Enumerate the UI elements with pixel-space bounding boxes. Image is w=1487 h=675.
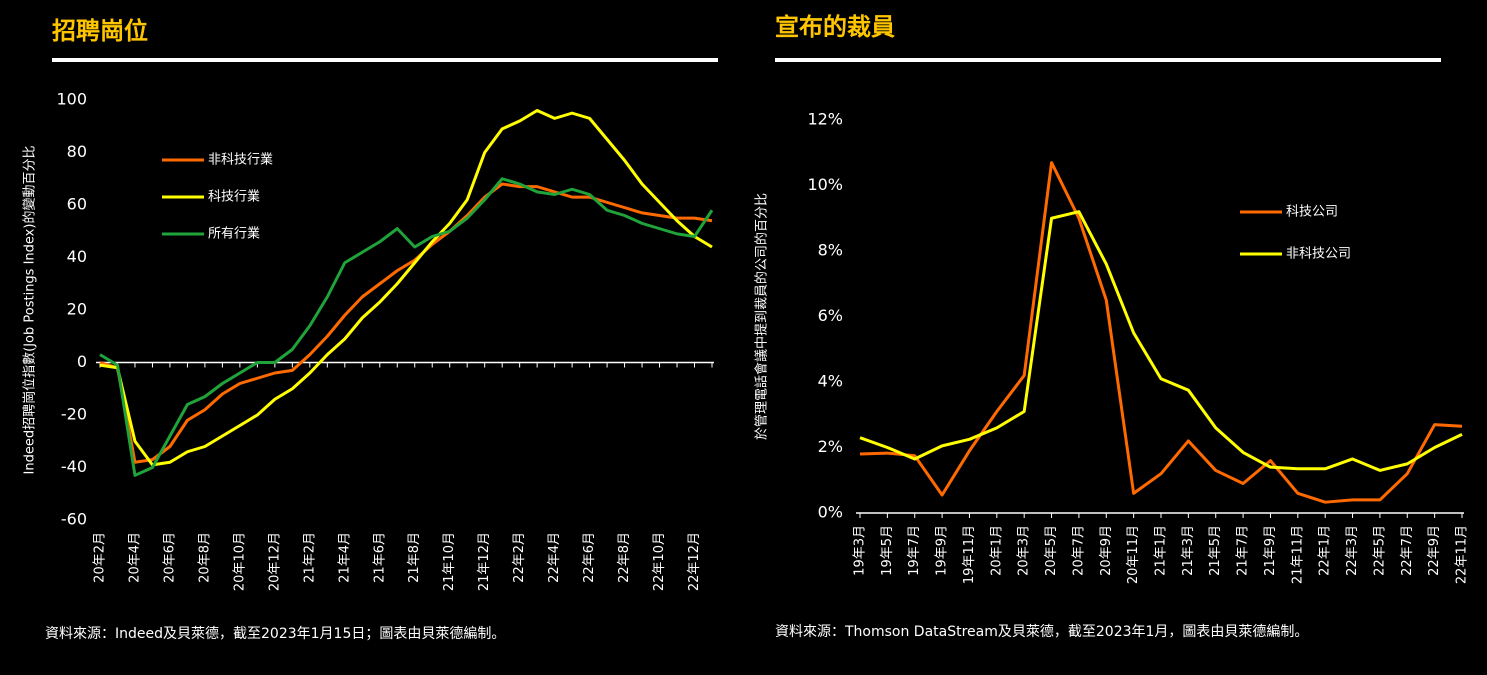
y-tick-label: 2% bbox=[818, 437, 843, 456]
x-tick-label: 21年11月 bbox=[1290, 525, 1305, 584]
x-tick-label: 22年6月 bbox=[582, 532, 597, 583]
y-tick-label: 0 bbox=[77, 352, 87, 371]
x-tick-label: 20年4月 bbox=[127, 532, 142, 583]
series-line bbox=[99, 182, 713, 464]
x-tick-label: 20年8月 bbox=[197, 532, 212, 583]
source-note: 資料來源：Thomson DataStream及貝萊德，截至2023年1月，圖表… bbox=[775, 624, 1308, 640]
y-tick-label: 6% bbox=[818, 306, 843, 325]
y-tick-label: 12% bbox=[807, 110, 843, 129]
legend-label: 非科技行業 bbox=[208, 152, 273, 168]
y-tick-label: 10% bbox=[807, 175, 843, 194]
x-tick-label: 21年4月 bbox=[337, 532, 352, 583]
y-tick-label: 60 bbox=[67, 195, 87, 214]
x-tick-label: 21年5月 bbox=[1208, 525, 1223, 576]
legend-label: 科技行業 bbox=[208, 189, 260, 205]
y-tick-label: 80 bbox=[67, 142, 87, 161]
x-tick-label: 22年9月 bbox=[1427, 525, 1442, 576]
y-tick-label: -40 bbox=[61, 457, 87, 476]
x-tick-label: 20年3月 bbox=[1017, 525, 1032, 576]
x-tick-label: 21年9月 bbox=[1263, 525, 1278, 576]
x-tick-label: 21年8月 bbox=[407, 532, 422, 583]
y-tick-label: -60 bbox=[61, 510, 87, 529]
series-line bbox=[859, 161, 1463, 504]
x-tick-label: 20年2月 bbox=[93, 532, 108, 583]
x-tick-label: 20年12月 bbox=[267, 532, 282, 591]
chart-title: 宣布的裁員 bbox=[775, 13, 895, 41]
y-axis-label: Indeed招聘崗位指數(Job Postings Index)的變動百分比 bbox=[22, 146, 38, 475]
y-axis-label: 於管理電話會議中提到裁員的公司的百分比 bbox=[754, 193, 770, 440]
x-tick-label: 21年2月 bbox=[302, 532, 317, 583]
x-tick-label: 20年5月 bbox=[1044, 525, 1059, 576]
y-tick-label: 0% bbox=[818, 503, 843, 522]
x-tick-label: 22年4月 bbox=[547, 532, 562, 583]
x-tick-label: 22年3月 bbox=[1345, 525, 1360, 576]
x-tick-label: 22年11月 bbox=[1455, 525, 1470, 584]
x-tick-label: 21年10月 bbox=[442, 532, 457, 591]
y-tick-label: 4% bbox=[818, 372, 843, 391]
series-line bbox=[859, 210, 1463, 472]
legend-label: 所有行業 bbox=[208, 226, 260, 242]
legend-label: 科技公司 bbox=[1286, 205, 1338, 220]
x-tick-label: 22年10月 bbox=[652, 532, 667, 591]
x-tick-label: 22年2月 bbox=[512, 532, 527, 583]
x-tick-label: 20年7月 bbox=[1071, 525, 1086, 576]
y-tick-label: 20 bbox=[67, 300, 87, 319]
x-tick-label: 21年3月 bbox=[1181, 525, 1196, 576]
y-tick-label: 100 bbox=[56, 90, 87, 109]
source-note: 資料來源：Indeed及貝萊德，截至2023年1月15日；圖表由貝萊德編制。 bbox=[45, 626, 505, 642]
x-tick-label: 20年6月 bbox=[162, 532, 177, 583]
x-tick-label: 19年9月 bbox=[935, 525, 950, 576]
x-tick-label: 19年11月 bbox=[962, 525, 977, 584]
series-line bbox=[99, 109, 713, 467]
x-tick-label: 22年1月 bbox=[1318, 525, 1333, 576]
series-line bbox=[99, 177, 714, 477]
x-tick-label: 20年10月 bbox=[232, 532, 247, 591]
x-tick-label: 22年5月 bbox=[1372, 525, 1387, 576]
x-tick-label: 20年11月 bbox=[1126, 525, 1141, 584]
x-tick-label: 19年3月 bbox=[853, 525, 868, 576]
y-tick-label: 8% bbox=[818, 241, 843, 260]
y-tick-label: 40 bbox=[67, 247, 87, 266]
x-tick-label: 21年1月 bbox=[1154, 525, 1169, 576]
x-tick-label: 22年12月 bbox=[687, 532, 702, 591]
y-tick-label: -20 bbox=[61, 405, 87, 424]
chart-title: 招聘崗位 bbox=[52, 17, 148, 45]
x-tick-label: 19年7月 bbox=[907, 525, 922, 576]
x-tick-label: 20年1月 bbox=[989, 525, 1004, 576]
x-tick-label: 20年9月 bbox=[1099, 525, 1114, 576]
x-tick-label: 22年8月 bbox=[617, 532, 632, 583]
title-rule bbox=[52, 58, 718, 62]
x-tick-label: 21年6月 bbox=[372, 532, 387, 583]
title-rule bbox=[775, 58, 1441, 62]
x-tick-label: 22年7月 bbox=[1400, 525, 1415, 576]
x-tick-label: 21年7月 bbox=[1236, 525, 1251, 576]
x-tick-label: 21年12月 bbox=[477, 532, 492, 591]
legend-label: 非科技公司 bbox=[1286, 247, 1351, 262]
x-tick-label: 19年5月 bbox=[880, 525, 895, 576]
